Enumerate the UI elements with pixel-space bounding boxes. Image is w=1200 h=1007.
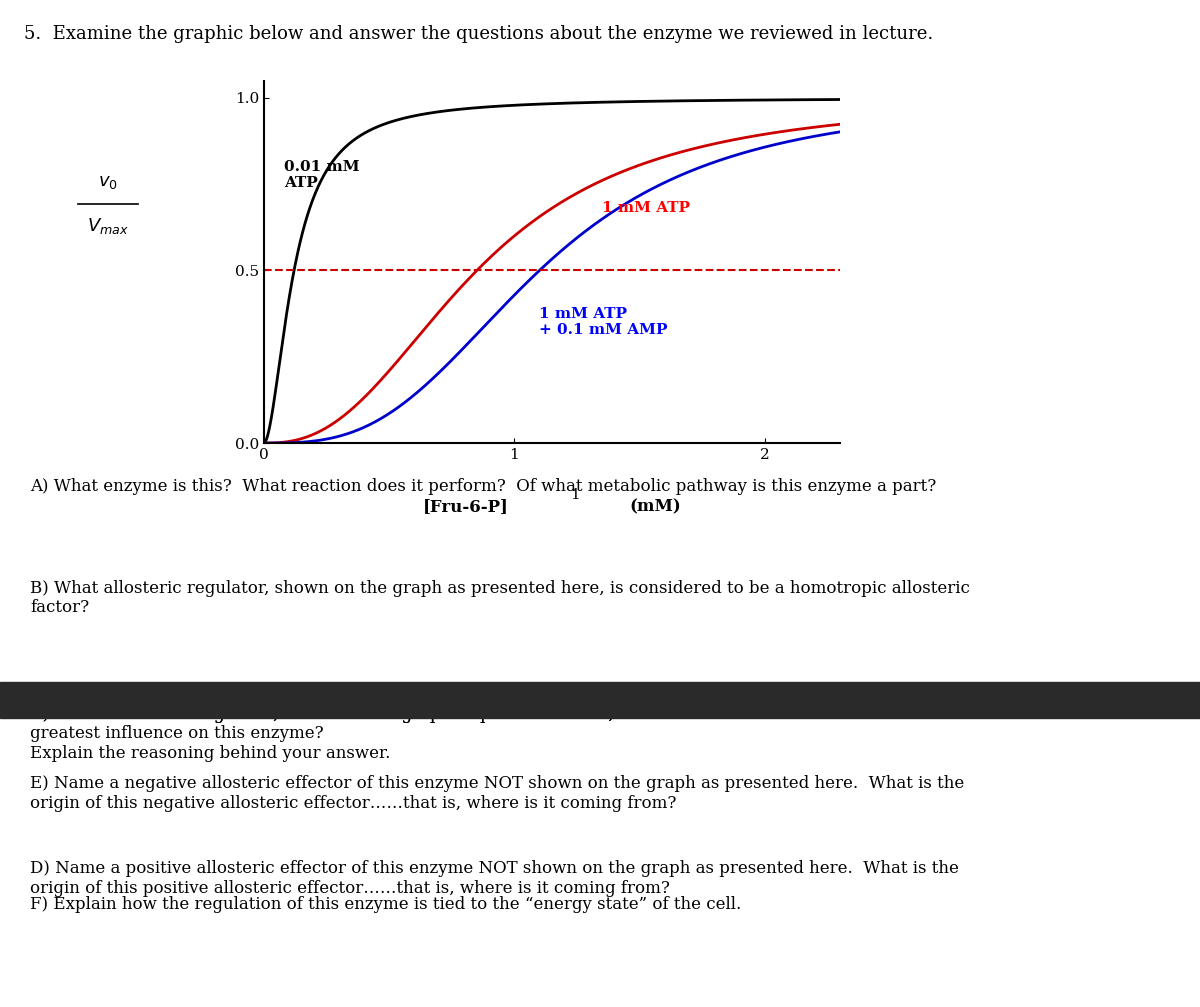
Text: E) Name a negative allosteric effector of this enzyme NOT shown on the graph as : E) Name a negative allosteric effector o… [30,775,965,812]
Text: 1 mM ATP: 1 mM ATP [602,201,690,215]
Text: B) What allosteric regulator, shown on the graph as presented here, is considere: B) What allosteric regulator, shown on t… [30,580,970,616]
Text: $V_{max}$: $V_{max}$ [88,215,128,236]
Text: [Fru-6-P]: [Fru-6-P] [422,498,509,516]
Text: 1 mM ATP
+ 0.1 mM AMP: 1 mM ATP + 0.1 mM AMP [540,307,668,337]
Text: 5.  Examine the graphic below and answer the questions about the enzyme we revie: 5. Examine the graphic below and answer … [24,25,934,43]
Text: $v_0$: $v_0$ [98,173,118,191]
Text: C) Which allosteric regulator, shown on the graph as presented here, has the: C) Which allosteric regulator, shown on … [30,706,685,722]
Text: A) What enzyme is this?  What reaction does it perform?  Of what metabolic pathw: A) What enzyme is this? What reaction do… [30,478,936,495]
Text: (mM): (mM) [630,498,682,516]
Text: F) Explain how the regulation of this enzyme is tied to the “energy state” of th: F) Explain how the regulation of this en… [30,896,742,913]
Text: 1: 1 [570,488,580,502]
Text: C) Which allosteric regulator, shown on the graph as presented here, has the 
gr: C) Which allosteric regulator, shown on … [30,706,685,761]
Text: 0.01 mM
ATP: 0.01 mM ATP [284,160,360,190]
Text: D) Name a positive allosteric effector of this enzyme NOT shown on the graph as : D) Name a positive allosteric effector o… [30,860,959,897]
